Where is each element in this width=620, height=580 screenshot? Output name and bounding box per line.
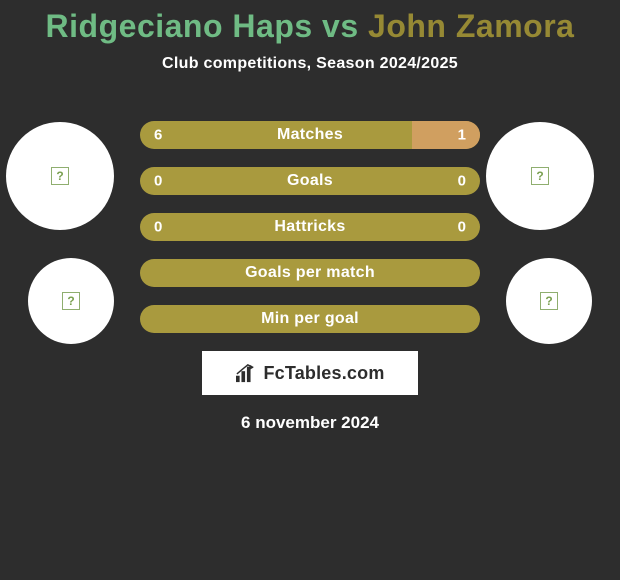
avatar-top_left: ? <box>6 122 114 230</box>
stat-value-left: 6 <box>154 127 162 144</box>
fctables-badge: FcTables.com <box>202 351 418 395</box>
title-right: John Zamora <box>368 8 574 44</box>
stat-label: Goals per match <box>245 264 375 282</box>
stat-row: 0 0 Goals <box>140 167 480 195</box>
stat-value-right: 1 <box>458 127 466 144</box>
image-placeholder-icon: ? <box>51 167 69 185</box>
stat-value-right: 0 <box>458 173 466 190</box>
title-left: Ridgeciano Haps <box>46 8 313 44</box>
stat-row: Goals per match <box>140 259 480 287</box>
stat-label: Goals <box>287 172 333 190</box>
subtitle: Club competitions, Season 2024/2025 <box>0 55 620 73</box>
date-label: 6 november 2024 <box>0 413 620 433</box>
stat-row: 0 0 Hattricks <box>140 213 480 241</box>
title-vs: vs <box>313 8 368 44</box>
fctables-text: FcTables.com <box>263 363 384 384</box>
stat-label: Hattricks <box>274 218 345 236</box>
stat-label: Matches <box>277 126 343 144</box>
stat-value-left: 0 <box>154 219 162 236</box>
page-title: Ridgeciano Haps vs John Zamora <box>0 0 620 45</box>
image-placeholder-icon: ? <box>540 292 558 310</box>
image-placeholder-icon: ? <box>531 167 549 185</box>
stat-row: Min per goal <box>140 305 480 333</box>
image-placeholder-icon: ? <box>62 292 80 310</box>
stat-row: 6 1 Matches <box>140 121 480 149</box>
avatar-bottom_right: ? <box>506 258 592 344</box>
stat-label: Min per goal <box>261 310 359 328</box>
stat-value-right: 0 <box>458 219 466 236</box>
fctables-logo-icon <box>235 363 257 383</box>
avatar-bottom_left: ? <box>28 258 114 344</box>
avatar-top_right: ? <box>486 122 594 230</box>
stat-value-left: 0 <box>154 173 162 190</box>
